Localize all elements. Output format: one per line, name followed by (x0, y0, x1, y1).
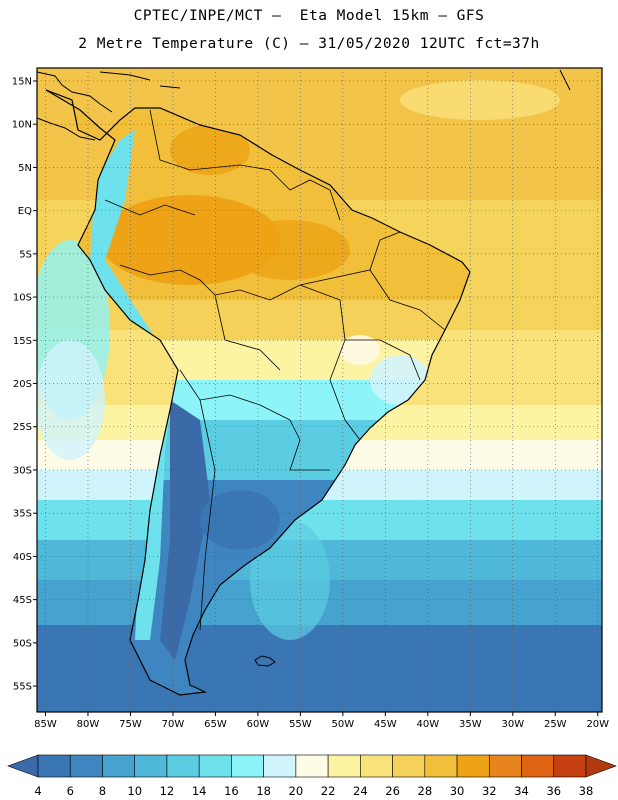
colorbar-swatch (327, 754, 361, 778)
chart-title: CPTEC/INPE/MCT – Eta Model 15km – GFS (133, 8, 485, 24)
ocean-feature (250, 520, 330, 640)
colorbar-label: 22 (321, 784, 336, 798)
lon-tick-label: 75W (119, 719, 142, 730)
colorbar-label: 8 (99, 784, 106, 798)
colorbar-swatch (37, 754, 71, 778)
pampas-cold-zone (200, 490, 280, 550)
colorbar-label: 32 (482, 784, 497, 798)
colorbar-label: 20 (289, 784, 304, 798)
andes-cold-ridge (90, 130, 175, 640)
lon-tick-label: 60W (247, 719, 270, 730)
land-hot-zone (170, 125, 250, 175)
colorbar-label: 36 (546, 784, 561, 798)
colorbar-label: 24 (353, 784, 368, 798)
coastline (45, 89, 471, 696)
lat-tick-label: 5N (18, 163, 32, 174)
colorbar-label: 16 (224, 784, 239, 798)
graticule (37, 68, 602, 712)
caribbean-island (99, 71, 151, 81)
lon-tick-label: 85W (34, 719, 57, 730)
chart-subtitle: 2 Metre Temperature (C) – 31/05/2020 12U… (78, 36, 540, 52)
colorbar-label: 14 (192, 784, 207, 798)
colorbar-label: 12 (160, 784, 175, 798)
lat-tick-label: 20S (13, 379, 32, 390)
lon-tick-label: 50W (332, 719, 355, 730)
colorbar-lower-arrow (7, 754, 39, 778)
colorbar-swatch (231, 754, 264, 778)
lat-tick-label: 25S (13, 422, 32, 433)
lon-tick-label: 30W (501, 719, 524, 730)
colorbar-swatch (424, 754, 458, 778)
axis-labels: 15N 10N 5N EQ 5S 10S 15S 20S 25S 30S 35S 40S 45S 50S 5… (12, 76, 609, 730)
colorbar-label: 4 (34, 784, 41, 798)
colorbar-label: 38 (579, 784, 594, 798)
colorbar-swatch (521, 754, 555, 778)
lat-tick-label: 10S (13, 293, 32, 304)
lat-tick-label: 55S (13, 682, 32, 693)
colorbar: 4 6 8 10 12 14 16 18 20 22 24 26 28 30 32 34 36 38 (7, 754, 617, 798)
lat-tick-label: 15N (12, 76, 32, 87)
lon-tick-label: 55W (289, 719, 312, 730)
lon-tick-label: 80W (77, 719, 100, 730)
caribbean-island (159, 85, 181, 89)
colorbar-label: 6 (67, 784, 74, 798)
colorbar-label: 28 (418, 784, 433, 798)
colorbar-swatch (488, 754, 522, 778)
colorbar-swatch (263, 754, 297, 778)
map-frame (36, 67, 603, 713)
lat-tick-label: 10N (12, 120, 32, 131)
lon-tick-label: 35W (459, 719, 482, 730)
ocean-band-g (37, 625, 602, 712)
colorbar-label: 10 (127, 784, 142, 798)
lat-tick-label: 35S (13, 509, 32, 520)
land-hot-zone (230, 220, 350, 280)
lon-tick-label: 20W (586, 719, 609, 730)
ocean-band-d (37, 500, 602, 540)
lat-tick-label: 15S (13, 336, 32, 347)
lat-tick-label: 40S (13, 552, 32, 563)
lat-tick-label: 5S (19, 249, 32, 260)
colorbar-upper-arrow (585, 754, 617, 778)
map-content (37, 68, 602, 712)
colorbar-label: 18 (256, 784, 271, 798)
colorbar-swatch (198, 754, 232, 778)
colorbar-label: 26 (385, 784, 400, 798)
colorbar-swatch (360, 754, 393, 778)
lat-tick-label: 30S (13, 465, 32, 476)
lat-tick-label: 45S (13, 595, 32, 606)
colorbar-swatch (102, 754, 136, 778)
lat-tick-label: 50S (13, 638, 32, 649)
central-america-coast (37, 71, 113, 113)
colorbar-swatch (553, 754, 587, 778)
lat-tick-label: EQ (18, 206, 32, 217)
lon-tick-label: 25W (544, 719, 567, 730)
colorbar-swatch (456, 754, 490, 778)
national-borders (104, 109, 446, 631)
colorbar-swatch (295, 754, 329, 778)
colorbar-swatch (134, 754, 168, 778)
colorbar-swatch (166, 754, 200, 778)
central-america-coast (37, 117, 96, 141)
highland-cool-zone (340, 335, 380, 365)
colorbar-swatch (69, 754, 103, 778)
patagonia-cold-zone (160, 400, 210, 660)
ocean-feature (400, 80, 560, 120)
lon-tick-label: 65W (204, 719, 227, 730)
lon-tick-label: 45W (374, 719, 397, 730)
land-hot-zone (100, 195, 280, 285)
caribbean-island (559, 69, 571, 91)
colorbar-swatch (392, 754, 426, 778)
lon-tick-label: 70W (162, 719, 185, 730)
lon-tick-label: 40W (417, 719, 440, 730)
colorbar-label: 30 (450, 784, 465, 798)
ocean-feature (37, 340, 105, 460)
colorbar-label: 34 (514, 784, 529, 798)
